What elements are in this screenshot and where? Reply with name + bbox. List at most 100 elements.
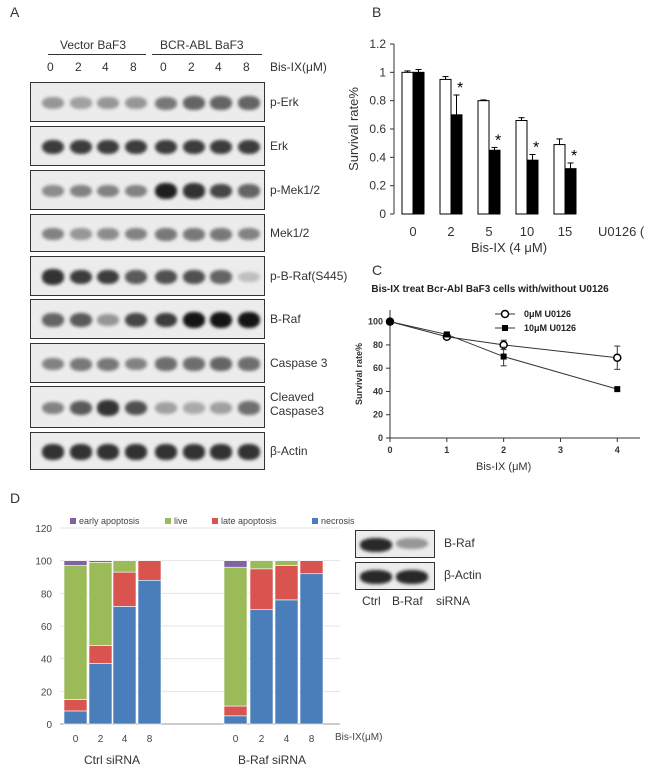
blot-band [238,227,260,241]
blot-band [155,444,177,460]
blot-strip [30,170,265,210]
x-axis-title: Bis-IX (μM) [476,461,531,473]
blot-band [210,139,232,155]
y-tick-label: 0.2 [369,179,386,193]
significance-marker: * [495,132,501,149]
blot-band [238,271,260,283]
stacked-bar-segment [137,560,162,581]
blot-band [183,357,205,371]
data-point [614,386,621,393]
blot-band [183,96,205,110]
blot-band [97,444,119,460]
blot-band [97,357,119,371]
bar [439,78,452,215]
blot-band [42,227,64,241]
bar [477,100,490,215]
blot-strip [30,432,265,470]
bar [564,168,577,215]
blot-label: Caspase 3 [270,356,328,370]
blot-strip [30,343,265,383]
x-tick-label: 8 [309,734,315,745]
stacked-bar-segment [299,560,324,575]
legend-label: 0μM U0126 [524,309,571,319]
legend-swatch [212,518,218,524]
blot-band [210,402,232,414]
significance-marker: * [533,140,539,157]
blot-band [210,270,232,284]
y-tick-label: 0 [378,433,383,443]
blot-band [238,444,260,460]
blot-band [183,269,205,285]
group-label-bcr-abl: BCR-ABL BaF3 [160,38,244,52]
blot-strip [30,386,265,428]
x-tick-label: 8 [147,734,153,745]
bar [401,71,414,215]
group-label-vector: Vector BaF3 [60,38,127,52]
inset-blot-band [360,538,392,552]
blot-band [42,444,64,460]
inset-blot-label: β-Actin [444,568,482,582]
stacked-bar-segment [63,565,88,700]
blot-label: p-Erk [270,95,299,109]
y-tick-label: 0.4 [369,150,386,164]
blot-band [42,139,64,155]
legend-label: 10μM U0126 [524,323,576,333]
legend-marker [502,325,508,331]
y-tick-label: 60 [373,363,383,373]
blot-band [97,313,119,327]
y-tick-label: 0.8 [369,94,386,108]
data-point [387,318,393,325]
x-tick-label: 15 [558,224,572,239]
x-tick-label: 0 [73,734,79,745]
blot-band [70,97,92,109]
blot-band [155,357,177,371]
y-tick-label: 0 [46,720,52,731]
blot-label-line: Cleaved [270,390,315,404]
y-tick-label: 120 [35,524,52,535]
blot-band [125,444,147,460]
blot-band [183,139,205,155]
blot-band [183,312,205,328]
lane-label: 0 [47,60,54,74]
blot-strip [30,214,265,252]
x-tick-label: 0 [409,224,416,239]
blot-band [183,402,205,414]
blot-label: β-Actin [270,444,308,458]
blot-band [183,444,205,460]
stacked-bar-segment [274,560,299,566]
extra-axis-label: U0126 (μM) [598,224,645,239]
legend-label: live [174,516,188,526]
y-tick-label: 100 [368,317,383,327]
blot-band [42,357,64,371]
inset-blot-band [360,570,392,584]
stacked-bar-segment [88,561,113,646]
x-tick-label: 0 [233,734,239,745]
y-tick-label: 80 [41,589,53,600]
blot-band [125,270,147,284]
stacked-bar-segment [112,571,137,607]
stacked-bar-segment [274,599,299,725]
y-tick-label: 0 [379,207,386,221]
blot-band [155,312,177,328]
x-tick-label: 10 [520,224,534,239]
blot-label: p-Mek1/2 [270,183,321,197]
y-tick-label: 1.2 [369,37,386,51]
y-tick-label: 40 [373,386,383,396]
y-tick-label: 60 [41,622,53,633]
blot-band [183,227,205,241]
blot-label-line: Caspase3 [270,404,325,418]
group-label: Ctrl siRNA [84,753,140,767]
group-label: B-Raf siRNA [238,753,306,767]
blot-band [70,357,92,371]
x-tick-label: 3 [558,445,563,455]
panel-a-label: A [10,4,20,20]
panel-c-label: C [372,262,383,278]
stacked-bar-segment [88,560,113,563]
panel-b-label: B [372,4,382,20]
blot-band [155,227,177,241]
inset-blot-band [396,570,428,584]
inset-blot-label: B-Raf [444,536,475,550]
blot-band [210,227,232,241]
